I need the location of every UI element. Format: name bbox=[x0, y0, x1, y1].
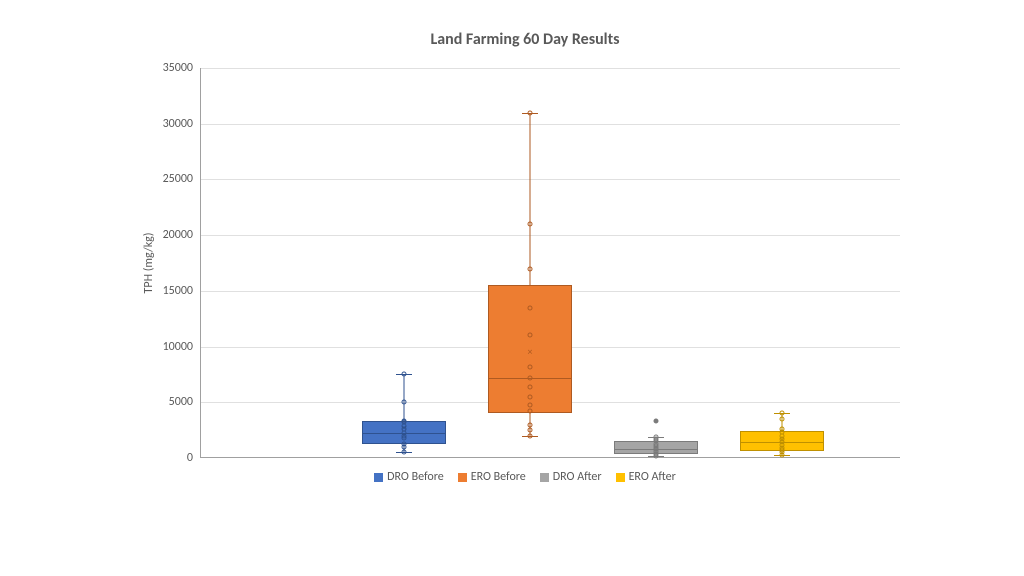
data-point bbox=[402, 400, 407, 405]
legend-item: DRO After bbox=[540, 470, 602, 484]
legend-swatch bbox=[374, 473, 383, 482]
y-axis-label: TPH (mg/kg) bbox=[142, 232, 156, 293]
box-series: × bbox=[614, 68, 698, 458]
legend-swatch bbox=[458, 473, 467, 482]
data-point bbox=[528, 428, 533, 433]
y-tick-label: 20000 bbox=[163, 228, 201, 242]
legend-swatch bbox=[540, 473, 549, 482]
chart-title: Land Farming 60 Day Results bbox=[140, 30, 910, 49]
legend-item: ERO After bbox=[616, 470, 676, 484]
data-point bbox=[528, 409, 533, 414]
data-point bbox=[528, 402, 533, 407]
box-series: × bbox=[488, 68, 572, 458]
data-point bbox=[780, 427, 785, 432]
data-point bbox=[654, 434, 659, 439]
plot-area: TPH (mg/kg) 0500010000150002000025000300… bbox=[200, 68, 900, 458]
boxplot-chart: Land Farming 60 Day Results TPH (mg/kg) … bbox=[140, 30, 910, 490]
data-point bbox=[528, 364, 533, 369]
data-point bbox=[528, 110, 533, 115]
legend-swatch bbox=[616, 473, 625, 482]
data-point bbox=[402, 431, 407, 436]
box-series: × bbox=[362, 68, 446, 458]
legend-label: ERO Before bbox=[471, 470, 526, 484]
legend-label: ERO After bbox=[629, 470, 676, 484]
data-point bbox=[528, 305, 533, 310]
data-point bbox=[528, 375, 533, 380]
data-point bbox=[402, 419, 407, 424]
y-tick-label: 0 bbox=[187, 451, 201, 465]
data-point bbox=[402, 450, 407, 455]
outlier-point bbox=[654, 419, 659, 424]
legend-item: ERO Before bbox=[458, 470, 526, 484]
mean-mark: × bbox=[528, 347, 533, 357]
data-point bbox=[528, 222, 533, 227]
legend: DRO Before ERO Before DRO After ERO After bbox=[140, 470, 910, 484]
whisker-upper bbox=[404, 374, 405, 421]
data-point bbox=[528, 333, 533, 338]
y-tick-label: 15000 bbox=[163, 284, 201, 298]
data-point bbox=[402, 441, 407, 446]
legend-label: DRO After bbox=[553, 470, 602, 484]
data-point bbox=[528, 266, 533, 271]
data-point bbox=[528, 433, 533, 438]
data-point bbox=[528, 394, 533, 399]
y-tick-label: 35000 bbox=[163, 61, 201, 75]
y-tick-label: 25000 bbox=[163, 172, 201, 186]
data-point bbox=[402, 372, 407, 377]
y-tick-label: 30000 bbox=[163, 117, 201, 131]
box-series: × bbox=[740, 68, 824, 458]
data-point bbox=[780, 417, 785, 422]
y-tick-label: 10000 bbox=[163, 340, 201, 354]
y-tick-label: 5000 bbox=[169, 395, 201, 409]
whisker-upper bbox=[530, 113, 531, 286]
data-point bbox=[528, 384, 533, 389]
legend-label: DRO Before bbox=[387, 470, 444, 484]
data-point bbox=[528, 422, 533, 427]
legend-item: DRO Before bbox=[374, 470, 444, 484]
data-point bbox=[780, 411, 785, 416]
